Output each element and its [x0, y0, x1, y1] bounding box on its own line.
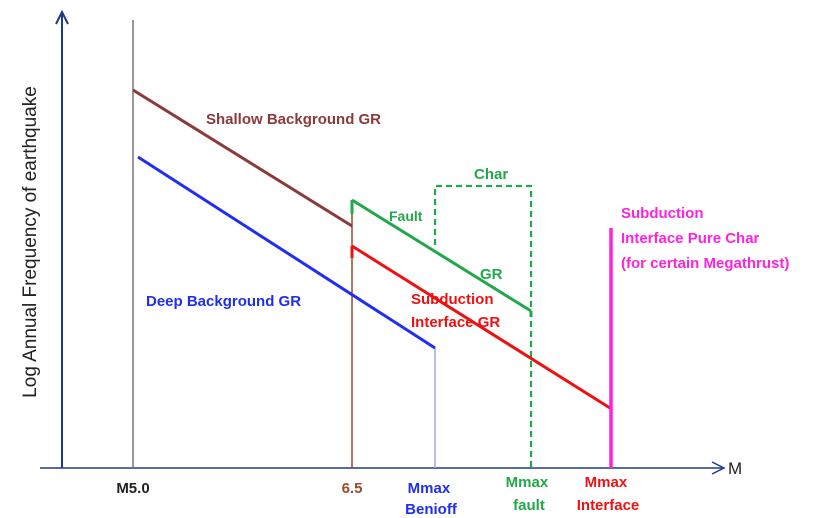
tick-mmax-benioff-line2: Benioff	[405, 501, 458, 518]
char-dashed-box	[433, 184, 533, 468]
shallow-gr-line	[132, 88, 353, 228]
x-axis-label: M	[728, 459, 742, 478]
pure-char-label-line1: Subduction	[621, 205, 704, 222]
tick-m50: M5.0	[116, 480, 149, 497]
gr-label: GR	[480, 266, 503, 283]
tick-mmax-benioff-line1: Mmax	[408, 480, 451, 497]
subduction-gr-label-line2: Interface GR	[411, 314, 500, 331]
pure-char-label-line3: (for certain Megathrust)	[621, 255, 789, 272]
deep-gr-label: Deep Background GR	[146, 293, 301, 310]
subduction-gr-line	[351, 244, 611, 410]
tick-mmax-fault-line2: fault	[513, 497, 545, 514]
char-label: Char	[474, 166, 508, 183]
tick-mmax-fault-line1: Mmax	[506, 474, 549, 491]
pure-char-label-line2: Interface Pure Char	[621, 230, 760, 247]
y-axis-label: Log Annual Frequency of earthquake	[20, 86, 41, 398]
fault-label: Fault	[389, 208, 423, 224]
deep-gr-line	[137, 155, 436, 350]
shallow-gr-label: Shallow Background GR	[206, 111, 381, 128]
subduction-gr-label-line1: Subduction	[411, 291, 494, 308]
tick-m65: 6.5	[342, 480, 363, 497]
x-axis-arrowhead	[711, 461, 726, 475]
tick-mmax-benioff: Mmax Benioff	[405, 480, 458, 518]
fault-gr-line	[351, 198, 532, 313]
subduction-gr-label: Subduction Interface GR	[411, 291, 500, 331]
tick-mmax-interface-line2: Interface	[577, 497, 640, 514]
tick-mmax-fault: Mmax fault	[506, 474, 553, 514]
tick-mmax-interface-line1: Mmax	[585, 474, 628, 491]
pure-char-label: Subduction Interface Pure Char (for cert…	[621, 205, 789, 272]
tick-mmax-interface: Mmax Interface	[577, 474, 640, 514]
y-axis-arrowhead	[55, 9, 69, 25]
